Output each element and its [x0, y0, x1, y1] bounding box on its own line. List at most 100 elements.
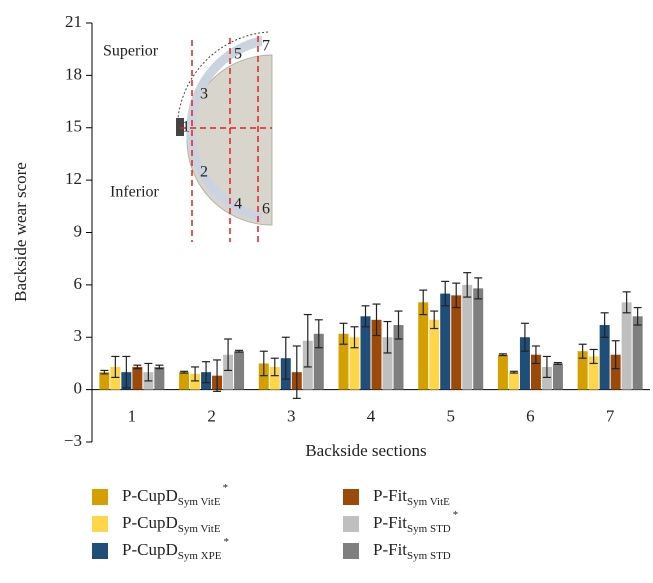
legend-name: P-Fit [373, 486, 407, 505]
bar [110, 366, 121, 390]
inset-label: 6 [262, 201, 270, 218]
error-bar [270, 357, 279, 377]
error-bar [452, 282, 461, 309]
error-bar [600, 312, 609, 338]
legend-subscript: Sym VitE [407, 496, 450, 508]
y-tick-label: 18 [65, 64, 82, 83]
inset-label: Superior [103, 43, 159, 60]
bar [313, 333, 324, 390]
error-bar [292, 345, 301, 399]
error-bar [633, 306, 642, 326]
y-tick-label: 21 [65, 12, 82, 31]
legend-name: P-CupD [122, 486, 178, 505]
legend-swatch [92, 516, 108, 532]
error-bar [430, 310, 439, 330]
y-tick-label: 3 [74, 326, 83, 345]
error-bar [361, 305, 370, 328]
outline [177, 31, 269, 119]
y-axis-label: Backside wear score [11, 162, 30, 302]
bar [508, 372, 519, 390]
legend-label: P-CupDSym XPE* [122, 536, 229, 562]
inset-label: Inferior [110, 184, 160, 201]
error-bar [224, 338, 233, 372]
error-bar [235, 349, 244, 353]
legend-swatch [92, 489, 108, 505]
legend-subscript: Sym STD [407, 550, 451, 562]
error-bar [303, 313, 312, 368]
error-bar [520, 322, 529, 352]
error-bar [133, 364, 142, 370]
error-bar [144, 362, 153, 382]
bar [541, 366, 552, 390]
error-bar [383, 320, 392, 354]
error-bar [394, 310, 403, 340]
error-bar [589, 348, 598, 365]
legend-subscript: Sym XPE [178, 550, 222, 562]
inset-diagram: Superior Inferior 1 2 3 4 5 6 7 [103, 31, 273, 242]
legend-swatch [343, 543, 359, 559]
bar [440, 293, 451, 390]
bar [610, 354, 621, 390]
y-tick-label: 0 [74, 379, 83, 398]
error-bar [180, 370, 189, 374]
bar [519, 337, 530, 390]
error-bar [509, 370, 518, 374]
bar [462, 284, 473, 390]
legend-label: P-CupDSym VitE [122, 513, 221, 535]
bar [530, 354, 541, 390]
legend-name: P-Fit [373, 540, 407, 559]
legend-superscript: * [223, 536, 229, 548]
bar [382, 337, 393, 390]
legend-subscript: Sym VitE [178, 496, 221, 508]
error-bar [191, 366, 200, 382]
bar [451, 295, 462, 390]
bar [599, 325, 610, 390]
bar [190, 373, 201, 390]
bar [371, 319, 382, 390]
error-bar [202, 361, 211, 384]
y-tick-label: 9 [74, 221, 83, 240]
error-bar [339, 322, 348, 345]
y-tick-label: 12 [65, 169, 82, 188]
bar [552, 363, 563, 390]
inset-label: 3 [200, 86, 208, 103]
bar [99, 372, 110, 390]
legend-label: P-CupDSym VitE* [122, 482, 228, 508]
error-bar [372, 303, 381, 337]
x-tick-label: 6 [526, 407, 535, 426]
inset-label: 7 [262, 38, 270, 55]
x-tick-label: 5 [446, 407, 455, 426]
error-bar [542, 355, 551, 379]
legend-name: P-CupD [122, 540, 178, 559]
x-tick-label: 3 [287, 407, 296, 426]
legend-label: P-FitSym VitE [373, 486, 450, 508]
legend-superscript: * [223, 482, 229, 494]
legend-swatch [92, 543, 108, 559]
bar [269, 366, 280, 390]
x-tick-label: 1 [128, 407, 137, 426]
legend-name: P-Fit [373, 513, 407, 532]
error-bar [441, 280, 450, 307]
error-bar [213, 359, 222, 392]
error-bar [259, 350, 268, 377]
bar [632, 316, 643, 390]
y-tick-label: 15 [65, 117, 82, 136]
bar [393, 325, 404, 390]
bar [234, 351, 245, 390]
y-tick-label: −3 [64, 431, 82, 450]
error-bar [122, 355, 131, 389]
x-tick-label: 2 [207, 407, 216, 426]
error-bar [155, 364, 164, 370]
bar [473, 288, 484, 390]
bar [588, 356, 599, 390]
bar [154, 366, 165, 390]
legend-swatch [343, 516, 359, 532]
legend-subscript: Sym VitE [178, 523, 221, 535]
bar [132, 366, 143, 390]
legend-label: P-FitSym STD [373, 540, 451, 562]
marker [176, 118, 184, 136]
error-bar [350, 326, 359, 349]
inset-label: 5 [234, 46, 242, 63]
bar [223, 354, 234, 390]
error-bar [463, 272, 472, 298]
